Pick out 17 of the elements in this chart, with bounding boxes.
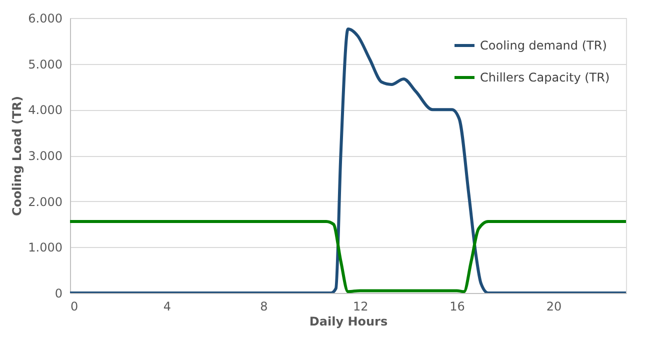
legend-label: Chillers Capacity (TR) bbox=[480, 70, 610, 84]
legend-label: Cooling demand (TR) bbox=[480, 38, 607, 52]
y-tick-label: 6.000 bbox=[28, 12, 62, 26]
y-tick-label: 1.000 bbox=[28, 240, 62, 255]
x-tick-label: 4 bbox=[163, 300, 172, 314]
x-tick-label: 20 bbox=[546, 300, 562, 314]
y-tick-label: 3.000 bbox=[28, 149, 62, 163]
x-axis-title: Daily Hours bbox=[309, 314, 388, 328]
y-axis-title: Cooling Load (TR) bbox=[10, 96, 24, 216]
x-tick-label: 0 bbox=[70, 300, 78, 314]
y-tick-label: 2.000 bbox=[28, 194, 62, 209]
y-tick-label: 5.000 bbox=[28, 57, 62, 72]
x-tick-label: 12 bbox=[352, 300, 368, 314]
y-tick-label: 4.000 bbox=[28, 103, 62, 118]
y-tick-label: 0 bbox=[54, 286, 62, 300]
x-tick-label: 16 bbox=[450, 300, 465, 314]
x-tick-label: 8 bbox=[260, 300, 268, 314]
